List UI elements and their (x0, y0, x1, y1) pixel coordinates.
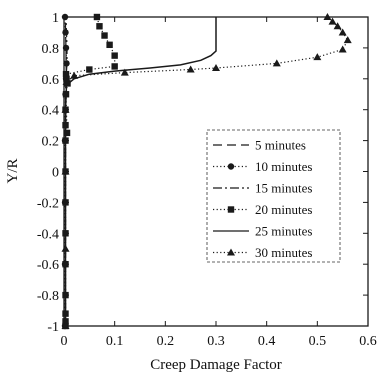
y-tick-label: -0.8 (37, 289, 59, 304)
data-point (61, 13, 69, 21)
data-point (63, 129, 71, 137)
x-tick-label: 0.1 (106, 334, 124, 349)
data-point (227, 163, 235, 170)
y-tick-label: 0.6 (42, 73, 60, 88)
series-group (62, 13, 118, 330)
data-point (106, 41, 113, 49)
x-tick-label: 0 (61, 334, 68, 349)
data-point (86, 66, 93, 73)
legend-label: 15 minutes (255, 181, 312, 196)
data-point (333, 22, 342, 30)
data-point (62, 77, 71, 85)
x-tick-label: 0.6 (359, 334, 377, 349)
legend-item: 10 minutes (213, 159, 312, 174)
data-point (343, 36, 352, 44)
legend-item: 5 minutes (213, 138, 306, 153)
y-axis-title: Y/R (5, 158, 21, 183)
data-point (61, 322, 70, 329)
y-tick-label: 0.4 (42, 104, 60, 119)
legend-item: 20 minutes (213, 202, 312, 217)
data-point (62, 29, 69, 36)
data-point (323, 13, 332, 20)
y-tick-label: 1 (52, 11, 59, 26)
legend-item: 30 minutes (213, 245, 312, 260)
data-point (120, 68, 129, 76)
x-tick-label: 0.2 (157, 334, 175, 349)
data-point (111, 52, 118, 59)
data-point (227, 206, 235, 213)
data-point (313, 53, 322, 61)
data-point (62, 44, 70, 52)
x-axis-title: Creep Damage Factor (150, 357, 282, 373)
legend: 5 minutes 10 minutes 15 minutes 20 minutes 2… (206, 129, 341, 263)
y-tick-label: -1 (47, 320, 59, 335)
data-point (61, 244, 70, 252)
legend-label: 20 minutes (255, 202, 312, 217)
data-point (328, 17, 337, 25)
y-axis-ticks: 1 0.8 0.6 0.4 0.2 0 -0.2 -0.4 -0.6 -0.8 -1 (37, 11, 368, 335)
series-layer (61, 13, 352, 330)
legend-label: 5 minutes (255, 138, 306, 153)
legend-item: 15 minutes (213, 181, 312, 196)
series-group (61, 13, 352, 329)
legend-label: 25 minutes (255, 224, 312, 239)
data-point (93, 13, 101, 21)
data-point (61, 105, 70, 113)
data-point (70, 71, 79, 79)
series-line (64, 17, 217, 326)
x-tick-label: 0.4 (258, 334, 276, 349)
data-point (111, 63, 118, 70)
y-tick-label: -0.2 (37, 196, 59, 211)
data-point (96, 23, 103, 30)
legend-box (206, 129, 341, 263)
legend-item: 25 minutes (213, 224, 312, 239)
data-point (272, 59, 281, 67)
data-point (186, 65, 195, 73)
data-point (61, 167, 70, 175)
y-tick-label: 0.8 (42, 42, 60, 57)
x-tick-label: 0.3 (207, 334, 225, 349)
y-tick-label: 0 (52, 166, 59, 181)
data-point (101, 32, 108, 39)
y-tick-label: -0.6 (37, 258, 59, 273)
data-point (338, 45, 347, 53)
data-point (212, 63, 220, 71)
data-point (227, 248, 235, 256)
series-line (64, 16, 116, 326)
data-point (62, 70, 70, 78)
data-point (338, 28, 347, 36)
series-group (64, 17, 217, 326)
y-tick-label: -0.4 (37, 227, 59, 242)
y-tick-label: 0.2 (42, 135, 60, 150)
legend-label: 30 minutes (255, 245, 312, 260)
x-tick-label: 0.5 (309, 334, 327, 349)
legend-label: 10 minutes (255, 159, 312, 174)
